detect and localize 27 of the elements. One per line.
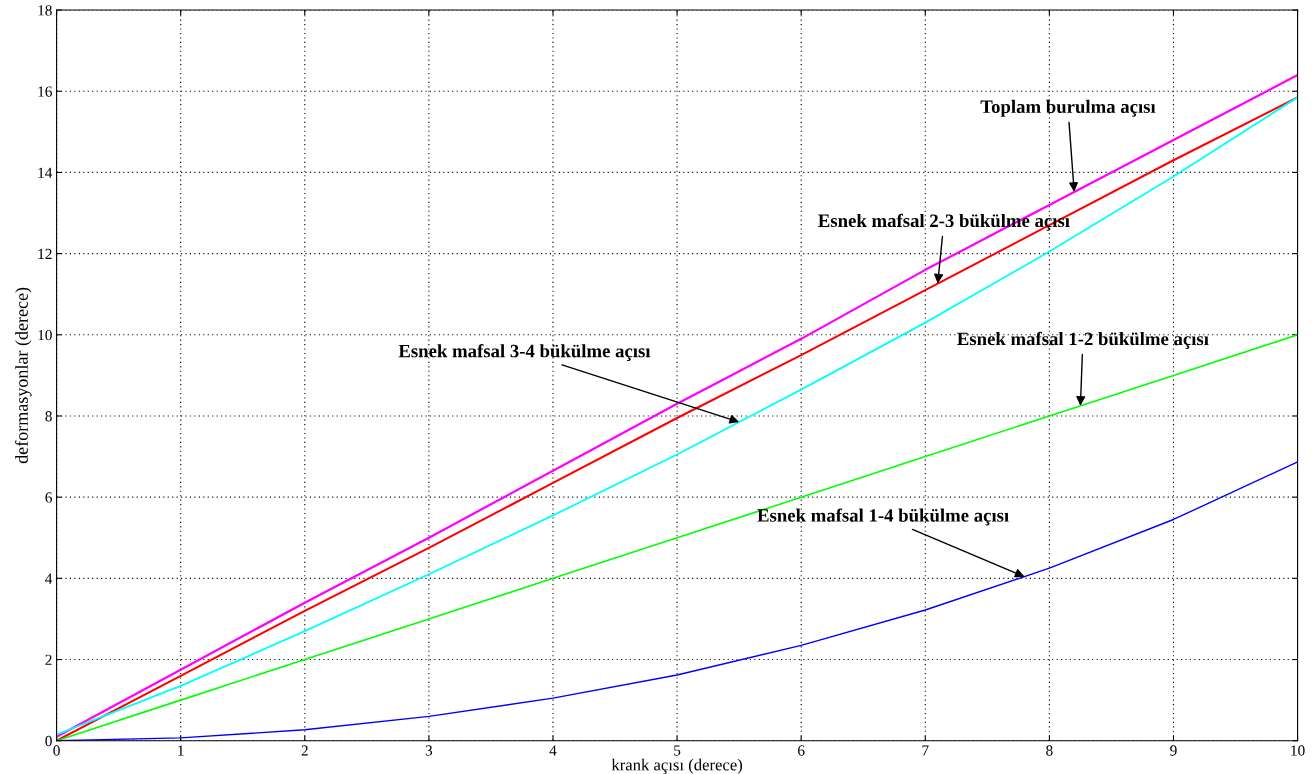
x-tick-label: 3 <box>425 745 433 756</box>
x-tick-label: 8 <box>1046 745 1053 756</box>
y-axis-title: deformasyonlar (derece) <box>14 287 32 464</box>
annotation: Toplam burulma açısı <box>980 99 1156 117</box>
y-tick-label: 8 <box>45 411 52 422</box>
x-tick-label: 1 <box>178 745 184 756</box>
x-tick-label: 5 <box>674 745 681 756</box>
x-tick-label: 9 <box>1170 745 1177 756</box>
y-tick-label: 2 <box>45 654 52 665</box>
y-tick-label: 18 <box>38 5 52 16</box>
annotation: Esnek mafsal 1-2 bükülme açısı <box>957 331 1209 349</box>
x-tick-label: 6 <box>798 745 805 756</box>
annotation: Esnek mafsal 3-4 bükülme açısı <box>398 343 651 362</box>
annotation: Esnek mafsal 1-4 bükülme açısı <box>757 508 1009 526</box>
y-tick-label: 6 <box>45 492 52 503</box>
y-tick-label: 16 <box>38 86 52 97</box>
x-tick-label: 4 <box>549 745 557 756</box>
y-tick-label: 0 <box>45 735 52 747</box>
x-tick-label: 0 <box>53 745 60 756</box>
y-tick-label: 14 <box>38 167 53 178</box>
y-tick-label: 10 <box>38 329 52 341</box>
x-tick-label: 2 <box>301 745 308 756</box>
y-tick-label: 4 <box>45 573 53 584</box>
x-axis-title: krank açısı (derece) <box>611 758 743 774</box>
y-tick-label: 12 <box>38 248 52 259</box>
x-tick-label: 10 <box>1291 745 1305 756</box>
x-tick-label: 7 <box>922 745 929 756</box>
